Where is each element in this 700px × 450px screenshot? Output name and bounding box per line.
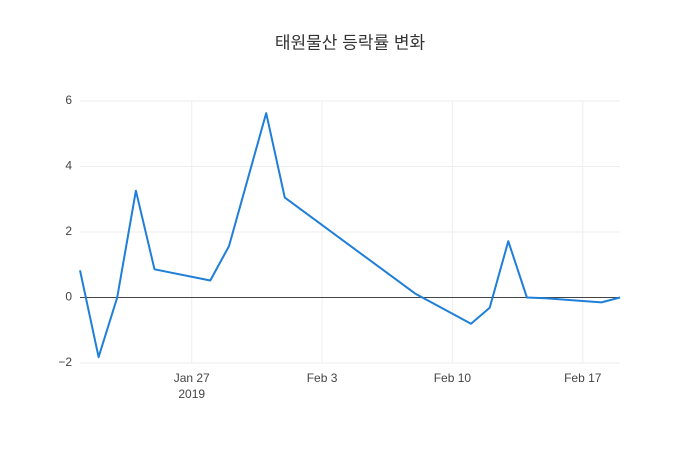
y-tick-label: 4: [65, 159, 72, 173]
x-tick-label: Feb 10: [434, 371, 472, 385]
x-tick-label: Feb 3: [307, 371, 338, 385]
x-tick-label: Feb 17: [564, 371, 602, 385]
y-tick-label: 2: [65, 224, 72, 238]
y-tick-label: 6: [65, 93, 72, 107]
chart-title: 태원물산 등락률 변화: [275, 33, 426, 52]
x-tick-label: Jan 27: [174, 371, 210, 385]
x-tick-sublabel: 2019: [178, 387, 205, 401]
y-tick-label: −2: [58, 355, 72, 369]
y-tick-label: 0: [65, 290, 72, 304]
data-line: [79, 112, 621, 359]
